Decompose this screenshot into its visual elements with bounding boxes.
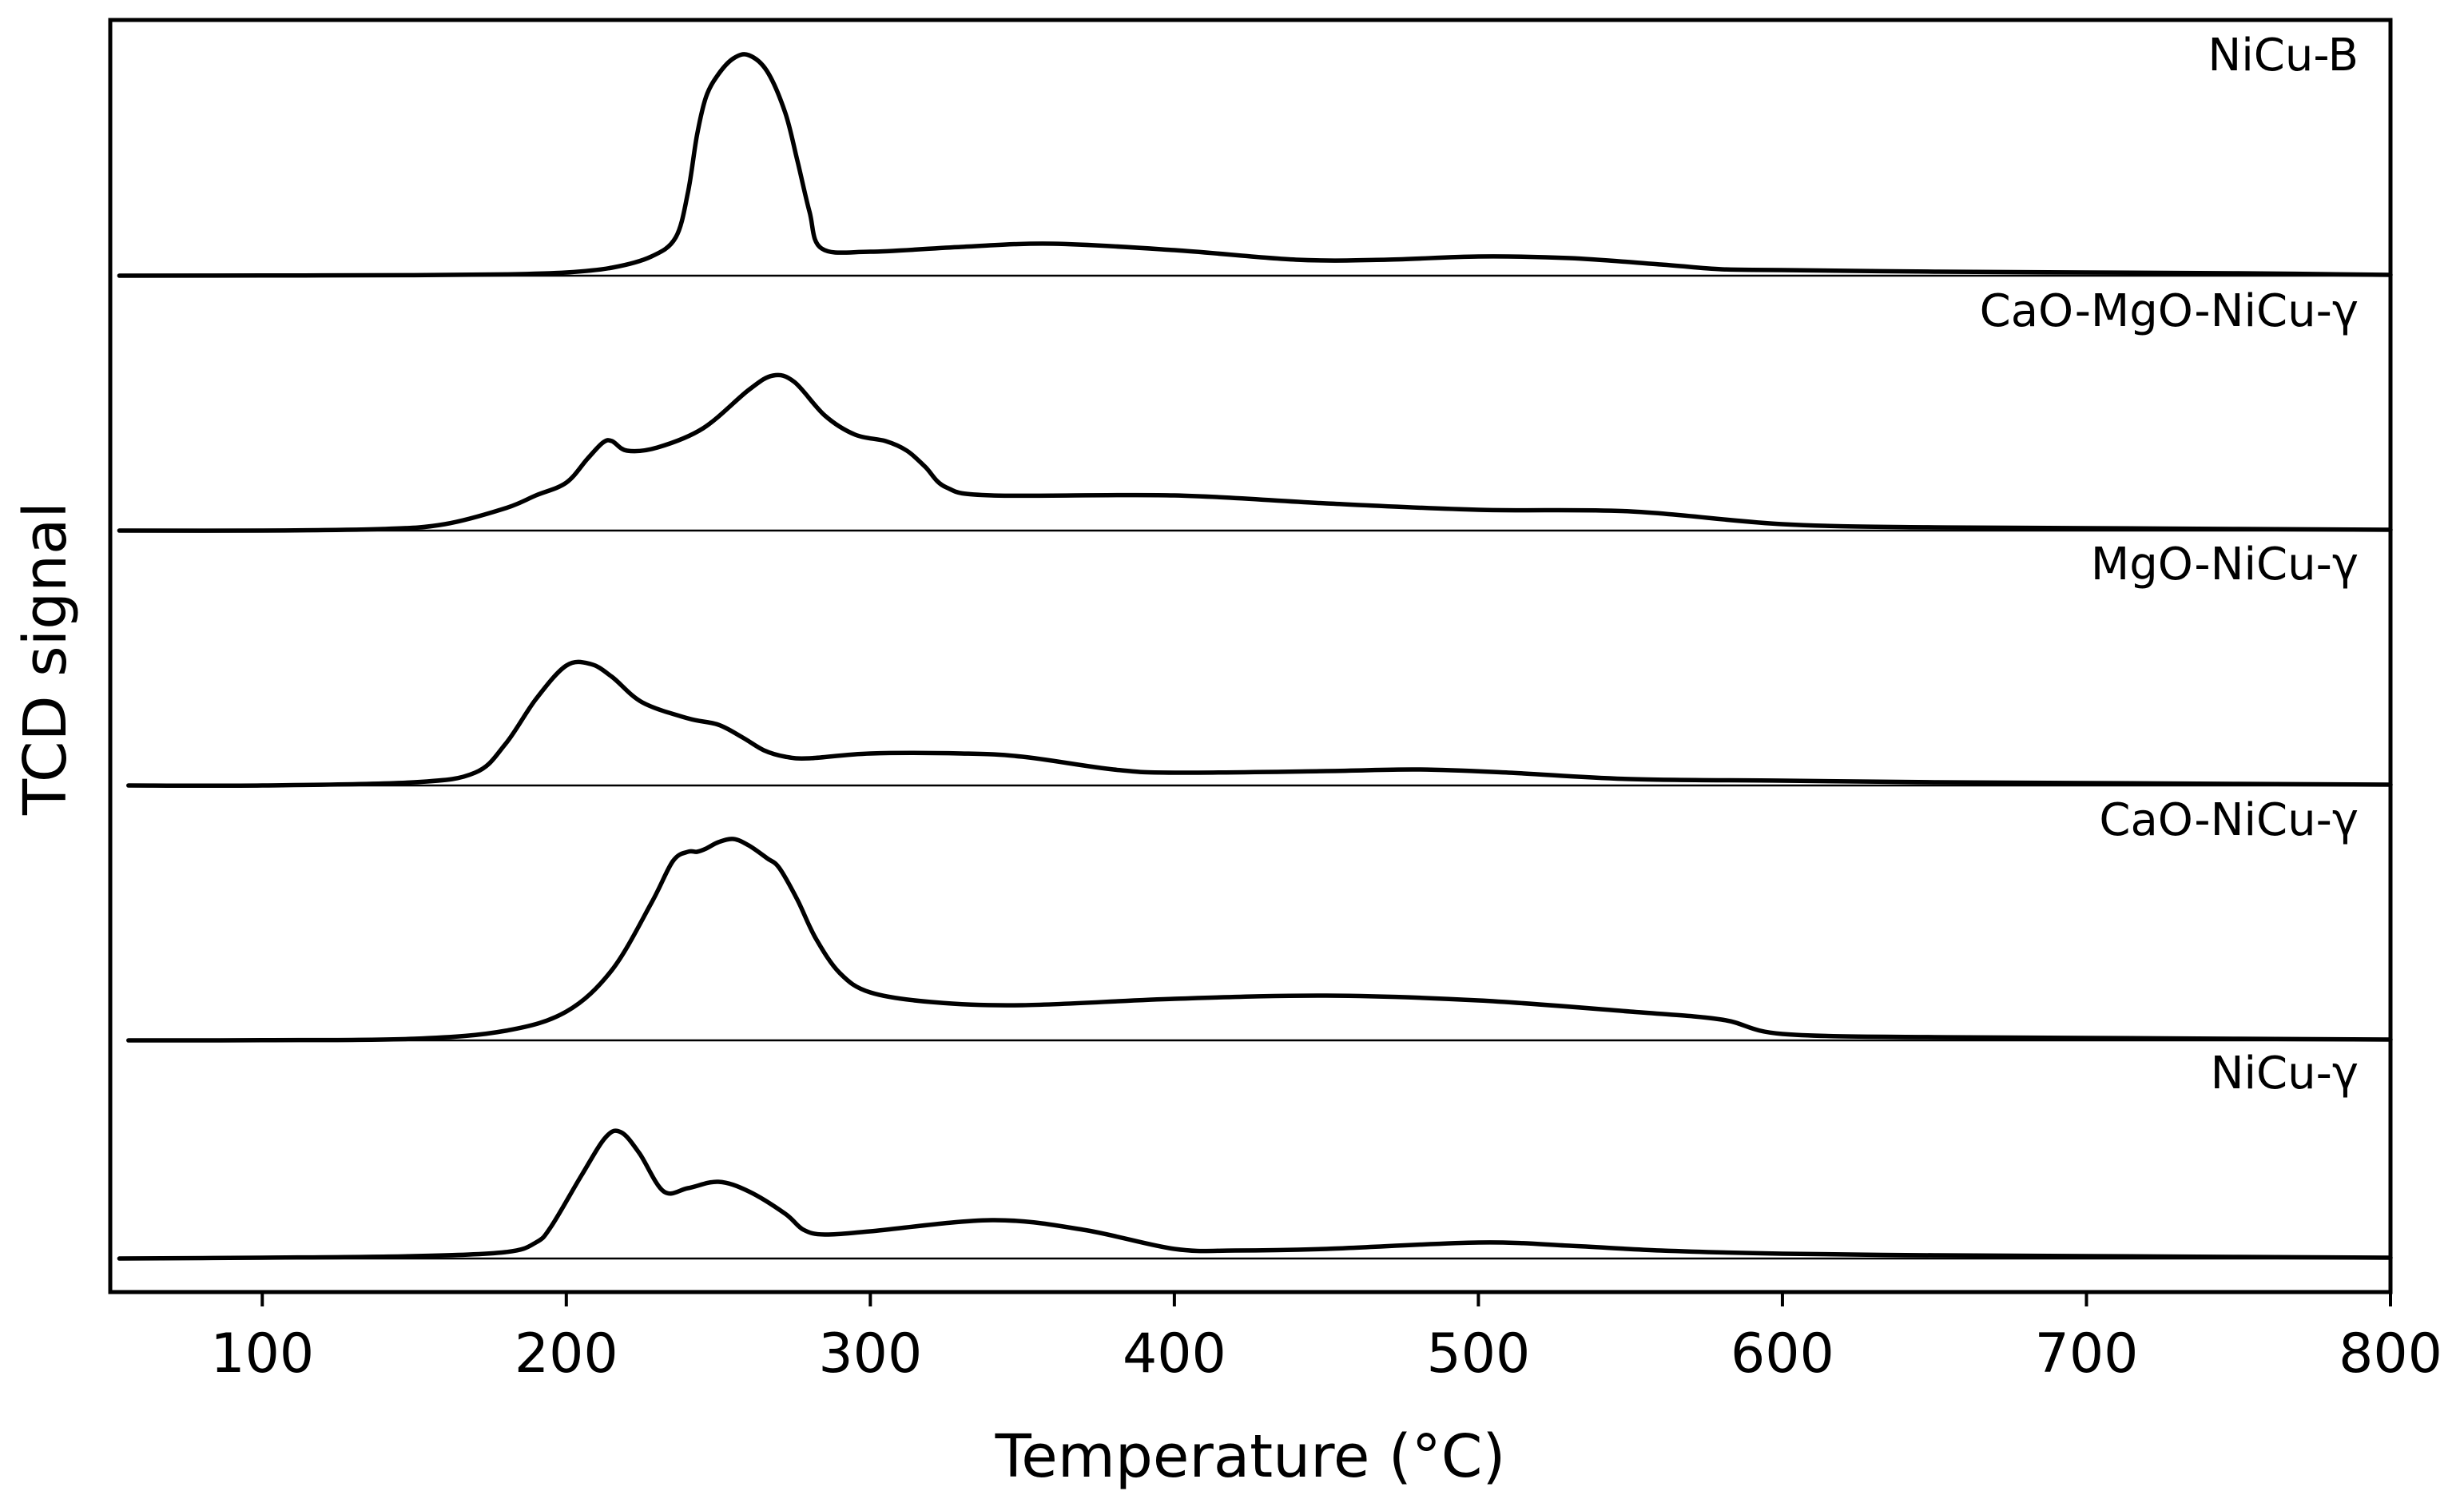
series-label-cao-mgo-nicu: CaO-MgO-NiCu-γ [1980,285,2359,337]
x-tick-label-400: 400 [1123,1322,1226,1386]
series-label-cao-nicu: CaO-NiCu-γ [2099,794,2359,846]
x-tick-label-200: 200 [515,1322,618,1386]
plot-area-frame [108,18,2393,1294]
series-labels: NiCu-B CaO-MgO-NiCu-γ MgO-NiCu-γ CaO-NiCu-γ… [1980,30,2359,1099]
x-axis-ticks: 100 200 300 400 500 600 700 800 [210,1292,2442,1386]
series-line-cao-nicu [126,837,2393,1043]
x-tick-label-700: 700 [2035,1322,2139,1386]
series-curves [117,52,2393,1261]
x-tick-label-100: 100 [210,1322,314,1386]
series-line-cao-mgo-nicu [117,372,2393,533]
series-label-mgo-nicu: MgO-NiCu-γ [2091,539,2359,590]
series-baselines [119,274,2390,1260]
x-tick-label-300: 300 [818,1322,922,1386]
x-tick-label-800: 800 [2339,1322,2442,1386]
series-label-nicu: NiCu-γ [2211,1048,2359,1099]
x-axis-label: Temperature (°C) [995,1422,1506,1491]
x-tick-label-500: 500 [1427,1322,1531,1386]
y-axis-label: TCD signal [11,502,80,816]
series-line-nicu [117,1128,2393,1261]
series-label-nicu-b: NiCu-B [2208,30,2359,82]
series-line-nicu-b [117,52,2393,278]
x-tick-label-600: 600 [1731,1322,1834,1386]
series-line-mgo-nicu [126,659,2393,789]
